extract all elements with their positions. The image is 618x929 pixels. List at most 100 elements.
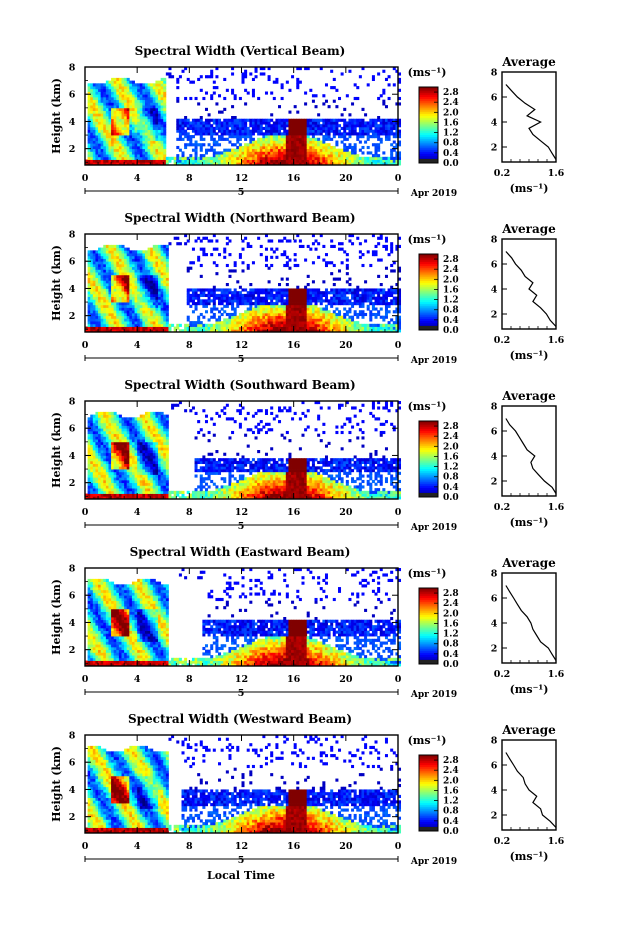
heatmap-cell — [98, 312, 102, 317]
heatmap-cell — [322, 321, 326, 325]
heatmap-cell — [275, 137, 279, 141]
heatmap-cell — [163, 299, 167, 303]
heatmap-cell — [184, 234, 188, 238]
heatmap-cell — [215, 121, 219, 125]
heatmap-cell — [251, 293, 255, 298]
heatmap-cell — [90, 135, 94, 139]
heatmap-cell — [301, 293, 305, 298]
heatmap-cell — [322, 329, 326, 333]
heatmap-cell — [204, 156, 208, 160]
heatmap-cell — [210, 118, 214, 122]
heatmap-cell — [129, 99, 133, 103]
heatmap-cell — [92, 485, 96, 489]
heatmap-cell — [283, 118, 287, 122]
heatmap-cell — [314, 132, 318, 136]
heatmap-cell — [92, 143, 96, 147]
heatmap-cell — [324, 310, 328, 314]
heatmap-cell — [155, 151, 159, 155]
heatmap-cell — [158, 296, 162, 300]
heatmap-cell — [233, 124, 237, 128]
heatmap-cell — [137, 261, 141, 265]
heatmap-cell — [144, 116, 148, 120]
heatmap-cell — [223, 137, 227, 141]
heatmap-cell — [158, 280, 162, 284]
heatmap-cell — [90, 126, 94, 131]
heatmap-cell — [249, 288, 253, 292]
heatmap-cell — [118, 244, 122, 249]
heatmap-cell — [155, 296, 159, 300]
heatmap-cell — [231, 307, 235, 311]
heatmap-cell — [137, 162, 141, 166]
heatmap-cell — [322, 293, 326, 298]
heatmap-cell — [139, 312, 143, 317]
heatmap-cell — [160, 148, 164, 152]
heatmap-cell — [134, 272, 138, 276]
heatmap-cell — [335, 318, 339, 322]
heatmap-cell — [246, 162, 250, 166]
heatmap-cell — [254, 307, 258, 311]
heatmap-cell — [296, 118, 300, 122]
heatmap-cell — [121, 137, 125, 141]
heatmap-cell — [204, 288, 208, 292]
heatmap-cell — [304, 162, 308, 166]
heatmap-cell — [288, 110, 292, 114]
heatmap-cell — [356, 323, 360, 327]
heatmap-cell — [223, 156, 227, 160]
heatmap-cell — [215, 75, 219, 79]
heatmap-cell — [280, 124, 284, 128]
heatmap-cell — [113, 329, 117, 333]
heatmap-cell — [379, 156, 383, 160]
heatmap-cell — [100, 266, 104, 270]
heatmap-cell — [160, 326, 164, 330]
heatmap-cell — [278, 304, 282, 308]
heatmap-cell — [95, 488, 99, 492]
heatmap-cell — [236, 318, 240, 322]
heatmap-cell — [121, 135, 125, 139]
heatmap-cell — [275, 145, 279, 150]
heatmap-cell — [98, 145, 102, 150]
heatmap-cell — [142, 296, 146, 300]
heatmap-cell — [231, 304, 235, 308]
heatmap-cell — [126, 135, 130, 139]
heatmap-cell — [147, 124, 151, 128]
heatmap-cell — [103, 302, 107, 306]
heatmap-cell — [392, 83, 396, 87]
heatmap-cell — [374, 148, 378, 152]
heatmap-cell — [90, 266, 94, 270]
heatmap-cell — [95, 269, 99, 273]
heatmap-cell — [113, 77, 117, 82]
heatmap-cell — [311, 151, 315, 155]
heatmap-cell — [233, 261, 237, 265]
heatmap-cell — [241, 75, 245, 79]
heatmap-cell — [134, 250, 138, 254]
heatmap-cell — [291, 162, 295, 166]
heatmap-cell — [304, 159, 308, 163]
heatmap-cell — [134, 261, 138, 265]
heatmap-cell — [165, 263, 169, 268]
colorbar-segment — [419, 324, 438, 327]
heatmap-cell — [231, 326, 235, 330]
heatmap-cell — [262, 148, 266, 152]
colorbar-segment — [419, 271, 438, 274]
heatmap-cell — [330, 154, 334, 158]
heatmap-cell — [228, 302, 232, 306]
heatmap-cell — [249, 145, 253, 150]
heatmap-cell — [90, 466, 94, 470]
heatmap-cell — [111, 126, 115, 131]
heatmap-cell — [121, 266, 125, 270]
heatmap-cell — [139, 302, 143, 306]
heatmap-cell — [152, 302, 156, 306]
heatmap-cell — [366, 329, 370, 333]
heatmap-cell — [327, 132, 331, 136]
heatmap-cell — [220, 293, 224, 298]
heatmap-cell — [345, 121, 349, 125]
heatmap-cell — [361, 302, 365, 306]
heatmap-cell — [105, 272, 109, 276]
heatmap-cell — [338, 247, 342, 251]
heatmap-cell — [85, 329, 89, 333]
average-y-tick-label: 8 — [491, 235, 498, 246]
colorbar-tick-label: 1.6 — [443, 285, 459, 295]
heatmap-cell — [118, 154, 122, 158]
heatmap-cell — [158, 315, 162, 319]
heatmap-cell — [111, 304, 115, 308]
